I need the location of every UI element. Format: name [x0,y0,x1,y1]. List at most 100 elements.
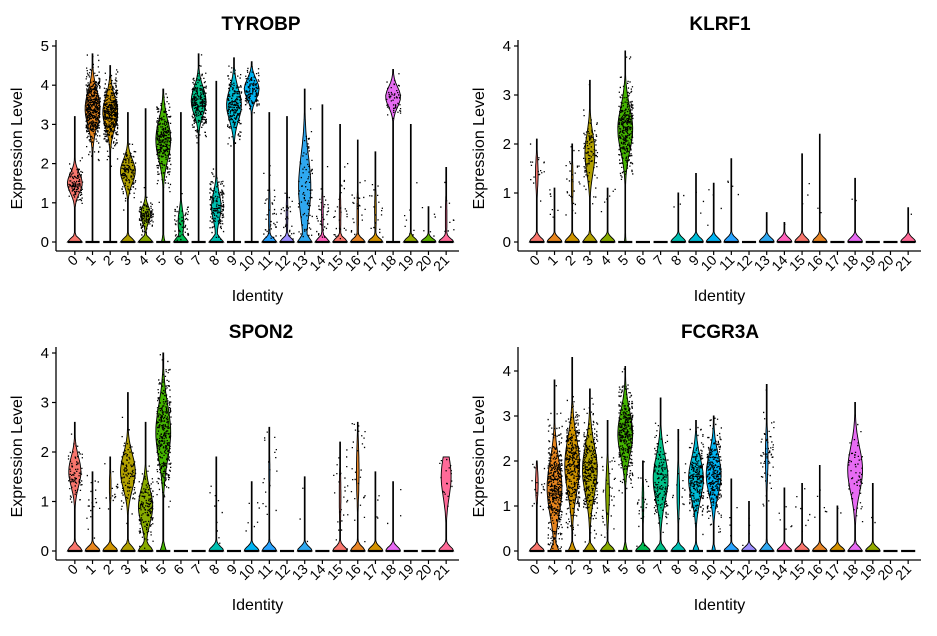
violin-cluster-2 [564,357,581,552]
points-cluster-5 [156,93,172,203]
violin-cluster-11 [260,112,278,243]
violin-cluster-12 [278,116,296,243]
points-cluster-18 [851,198,857,202]
violin-cluster-19 [864,483,881,552]
points-cluster-19 [871,516,876,524]
points-cluster-3 [120,416,137,525]
x-tick-label: 7 [188,561,205,578]
chart-title: SPON2 [229,322,293,343]
violin-cluster-8 [670,429,687,552]
points-cluster-17 [837,507,842,514]
y-tick-label: 0 [503,543,511,560]
x-tick-label: 21 [430,252,452,274]
x-tick-label: 21 [892,252,914,274]
x-tick-label: 3 [579,561,596,578]
violin-cluster-4 [137,421,154,552]
x-tick-label: 0 [64,561,81,578]
x-tick-label: 8 [206,252,223,269]
violin-cluster-6 [172,112,190,243]
y-tick-label: 2 [503,136,511,153]
points-cluster-2 [565,396,581,536]
violin-cluster-13 [296,476,313,552]
points-cluster-18 [386,73,402,119]
violin-cluster-16 [349,421,366,552]
points-cluster-6 [174,193,190,241]
violin-cluster-5 [155,352,172,552]
points-cluster-0 [531,463,546,511]
violin-cluster-0 [66,116,84,243]
violin-cluster-18 [385,481,402,552]
y-tick-label: 1 [503,498,511,515]
points-cluster-1 [85,54,101,162]
violin-cluster-3 [581,79,599,243]
x-tick-label: 0 [64,252,81,269]
violin-cluster-15 [793,483,811,552]
chart-title: TYROBP [221,14,301,35]
x-tick-label: 6 [632,561,649,578]
points-cluster-1 [547,385,563,550]
x-tick-label: 6 [632,252,649,269]
points-cluster-21 [910,213,912,215]
y-tick-label: 5 [41,38,49,55]
y-tick-label: 4 [41,77,49,94]
points-cluster-6 [636,461,650,547]
violin-cluster-21 [437,167,455,243]
y-axis-label: Expression Level [9,88,26,210]
y-tick-label: 2 [41,156,49,173]
violin-cluster-0 [66,421,84,552]
points-cluster-1 [86,474,101,539]
violin-cluster-20 [420,206,437,243]
x-tick-label: 2 [561,561,578,578]
x-tick-label: 2 [561,252,578,269]
points-cluster-18 [387,489,402,525]
points-cluster-10 [244,63,260,114]
points-cluster-0 [529,143,545,202]
violin-cluster-13 [296,88,313,243]
violin-cluster-0 [528,138,546,243]
violin-cluster-15 [331,441,349,552]
violin-cluster-15 [331,123,349,243]
y-tick-label: 0 [41,543,49,560]
points-cluster-17 [376,495,380,519]
points-cluster-10 [245,497,260,532]
violin-cluster-17 [367,151,384,243]
x-tick-label: 5 [153,252,170,269]
violin-cluster-11 [261,426,278,552]
points-cluster-3 [120,143,137,211]
points-cluster-7 [191,54,207,146]
points-cluster-2 [103,69,119,167]
points-cluster-5 [156,354,172,508]
points-cluster-15 [802,183,810,205]
violin-cluster-4 [599,420,616,552]
y-axis-label: Expression Level [471,396,488,518]
x-tick-label: 7 [650,561,667,578]
x-tick-label: 5 [615,561,632,578]
chart-title: KLRF1 [689,14,751,35]
violin-cluster-13 [758,384,776,552]
violin-cluster-10 [243,481,260,552]
x-tick-label: 4 [597,252,614,269]
x-axis-label: Identity [232,288,284,305]
violin-cluster-21 [437,456,455,552]
x-tick-label: 1 [82,252,99,269]
violin-cluster-5 [617,366,634,552]
y-tick-label: 4 [503,38,511,55]
y-tick-label: 0 [503,234,511,251]
violin-cluster-16 [811,133,828,243]
points-cluster-1 [549,189,559,218]
x-tick-label: 1 [544,561,561,578]
violin-cluster-8 [207,80,225,243]
y-tick-label: 1 [503,185,511,202]
x-tick-label: 8 [668,561,685,578]
violin-cluster-5 [617,50,634,243]
points-cluster-13 [297,108,313,238]
violin-cluster-0 [528,460,546,552]
violin-cluster-3 [119,112,137,243]
violin-cluster-4 [137,108,154,243]
y-tick-label: 3 [503,408,511,425]
x-tick-label: 2 [99,252,116,269]
x-tick-label: 6 [170,252,187,269]
points-cluster-0 [68,157,84,204]
